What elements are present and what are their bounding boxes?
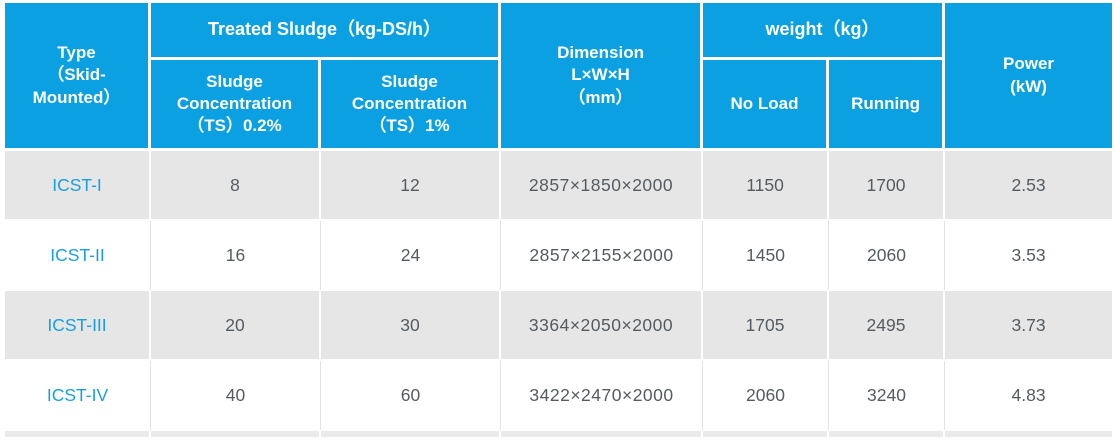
no-load-cell: 2060: [703, 361, 830, 431]
sliver-cell: [321, 431, 502, 437]
type-cell: ICST-III: [5, 291, 151, 361]
no-load-cell: 1450: [703, 221, 830, 291]
spec-table: Type （Skid- Mounted） Treated Sludge（kg-D…: [5, 3, 1113, 437]
type-cell: ICST-I: [5, 151, 151, 221]
header-no-load: No Load: [703, 60, 830, 151]
header-type: Type （Skid- Mounted）: [5, 3, 151, 151]
ts02-cell: 40: [151, 361, 321, 431]
sliver-cell: [5, 431, 151, 437]
power-cell: 3.73: [945, 291, 1113, 361]
ts1-cell: 24: [321, 221, 502, 291]
running-cell: 1700: [829, 151, 946, 221]
running-cell: 3240: [829, 361, 946, 431]
running-cell: 2060: [829, 221, 946, 291]
ts1-cell: 60: [321, 361, 502, 431]
header-running: Running: [829, 60, 946, 151]
spec-table-container: Type （Skid- Mounted） Treated Sludge（kg-D…: [5, 3, 1113, 437]
ts02-cell: 8: [151, 151, 321, 221]
running-cell: 2495: [829, 291, 946, 361]
sliver-cell: [501, 431, 704, 437]
dimension-cell: 2857×2155×2000: [501, 221, 704, 291]
header-sludge-concentration-02: Sludge Concentration （TS）0.2%: [151, 60, 321, 151]
no-load-cell: 1150: [703, 151, 830, 221]
dimension-cell: 3364×2050×2000: [501, 291, 704, 361]
table-header: Type （Skid- Mounted） Treated Sludge（kg-D…: [5, 3, 1113, 151]
power-cell: 3.53: [945, 221, 1113, 291]
power-cell: 2.53: [945, 151, 1113, 221]
header-treated-sludge: Treated Sludge（kg-DS/h）: [151, 3, 502, 60]
table-body: ICST-I 8 12 2857×1850×2000 1150 1700 2.5…: [5, 151, 1113, 437]
header-power: Power (kW): [945, 3, 1113, 151]
table-row: ICST-I 8 12 2857×1850×2000 1150 1700 2.5…: [5, 151, 1113, 221]
ts02-cell: 20: [151, 291, 321, 361]
dimension-cell: 2857×1850×2000: [501, 151, 704, 221]
no-load-cell: 1705: [703, 291, 830, 361]
ts1-cell: 30: [321, 291, 502, 361]
header-dimension: Dimension L×W×H （mm）: [501, 3, 704, 151]
power-cell: 4.83: [945, 361, 1113, 431]
dimension-cell: 3422×2470×2000: [501, 361, 704, 431]
table-bottom-sliver: [5, 431, 1113, 437]
sliver-cell: [829, 431, 946, 437]
sliver-cell: [703, 431, 830, 437]
table-row: ICST-III 20 30 3364×2050×2000 1705 2495 …: [5, 291, 1113, 361]
table-row: ICST-IV 40 60 3422×2470×2000 2060 3240 4…: [5, 361, 1113, 431]
sliver-cell: [151, 431, 321, 437]
sliver-cell: [945, 431, 1113, 437]
type-cell: ICST-II: [5, 221, 151, 291]
ts1-cell: 12: [321, 151, 502, 221]
type-cell: ICST-IV: [5, 361, 151, 431]
header-weight: weight（kg）: [703, 3, 946, 60]
ts02-cell: 16: [151, 221, 321, 291]
table-row: ICST-II 16 24 2857×2155×2000 1450 2060 3…: [5, 221, 1113, 291]
header-sludge-concentration-1: Sludge Concentration （TS）1%: [321, 60, 502, 151]
